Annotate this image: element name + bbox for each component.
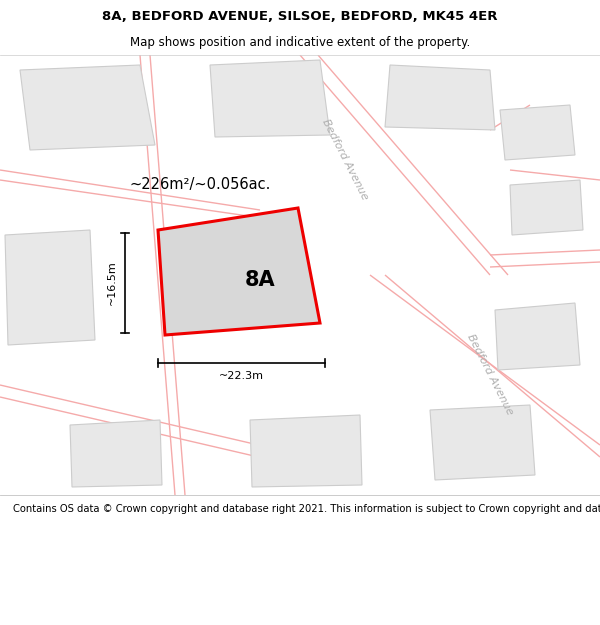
Text: 8A: 8A <box>245 270 275 290</box>
Polygon shape <box>5 230 95 345</box>
Polygon shape <box>385 65 495 130</box>
Text: Bedford Avenue: Bedford Avenue <box>320 118 370 202</box>
Text: ~22.3m: ~22.3m <box>219 371 264 381</box>
Polygon shape <box>500 105 575 160</box>
Polygon shape <box>20 65 155 150</box>
Polygon shape <box>250 415 362 487</box>
Text: Bedford Avenue: Bedford Avenue <box>465 333 515 417</box>
Polygon shape <box>210 60 330 137</box>
Polygon shape <box>430 405 535 480</box>
Text: Map shows position and indicative extent of the property.: Map shows position and indicative extent… <box>130 36 470 49</box>
Text: Contains OS data © Crown copyright and database right 2021. This information is : Contains OS data © Crown copyright and d… <box>13 504 600 514</box>
Text: ~226m²/~0.056ac.: ~226m²/~0.056ac. <box>130 177 271 192</box>
Text: ~16.5m: ~16.5m <box>107 261 117 306</box>
Polygon shape <box>510 180 583 235</box>
Polygon shape <box>495 303 580 370</box>
Polygon shape <box>158 208 320 335</box>
Polygon shape <box>70 420 162 487</box>
Text: 8A, BEDFORD AVENUE, SILSOE, BEDFORD, MK45 4ER: 8A, BEDFORD AVENUE, SILSOE, BEDFORD, MK4… <box>102 10 498 23</box>
